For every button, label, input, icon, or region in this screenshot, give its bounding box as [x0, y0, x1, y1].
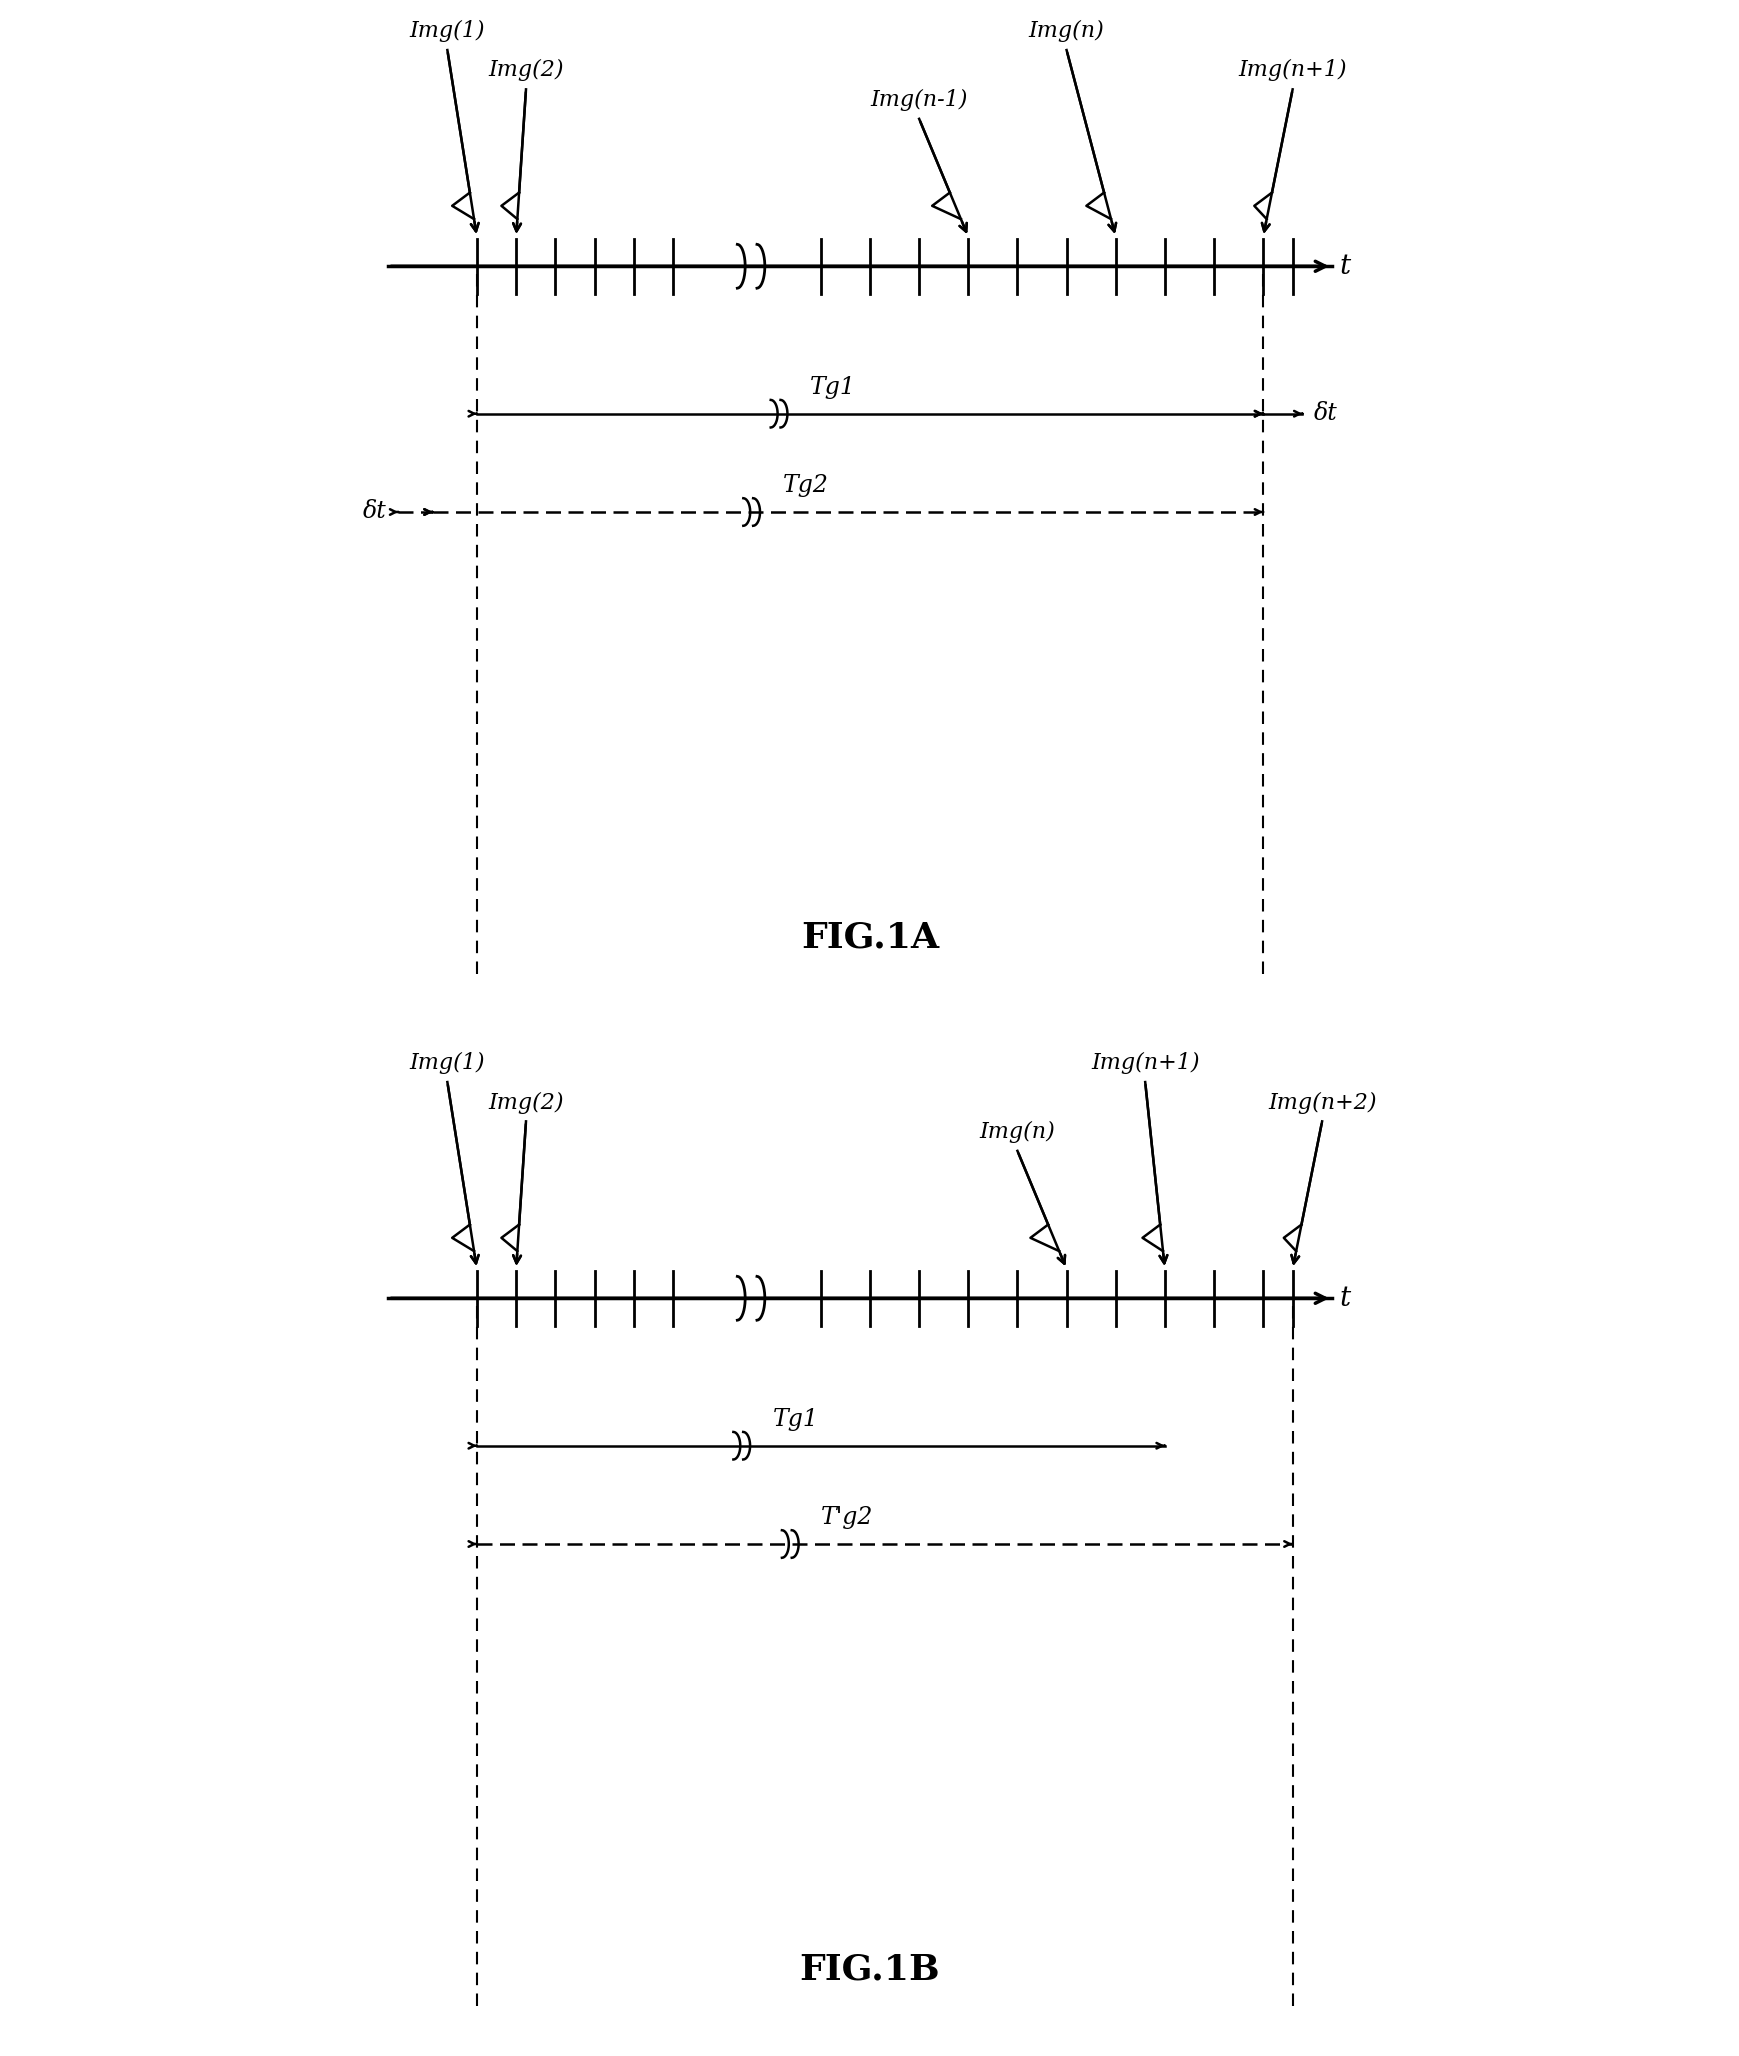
Text: Img(1): Img(1) — [409, 1053, 485, 1073]
Text: Tg1: Tg1 — [810, 376, 856, 399]
Text: Img(n+1): Img(n+1) — [1238, 60, 1346, 82]
Text: Img(n-1): Img(n-1) — [870, 88, 967, 111]
Text: Img(2): Img(2) — [489, 1092, 563, 1114]
Text: t: t — [1339, 253, 1349, 280]
Text: FIG.1B: FIG.1B — [800, 1953, 939, 1986]
Text: Tg2: Tg2 — [783, 475, 828, 498]
Text: Img(2): Img(2) — [489, 60, 563, 82]
Text: t: t — [1339, 1285, 1349, 1312]
Text: δt: δt — [362, 500, 386, 524]
Text: δt: δt — [1313, 403, 1337, 426]
Text: T'g2: T'g2 — [821, 1507, 873, 1530]
Text: Img(n+2): Img(n+2) — [1268, 1092, 1376, 1114]
Text: Tg1: Tg1 — [772, 1408, 817, 1431]
Text: FIG.1A: FIG.1A — [800, 921, 939, 954]
Text: Img(n): Img(n) — [979, 1121, 1054, 1143]
Text: Img(1): Img(1) — [409, 21, 485, 43]
Text: Img(n+1): Img(n+1) — [1090, 1053, 1198, 1073]
Text: Img(n): Img(n) — [1028, 21, 1104, 43]
